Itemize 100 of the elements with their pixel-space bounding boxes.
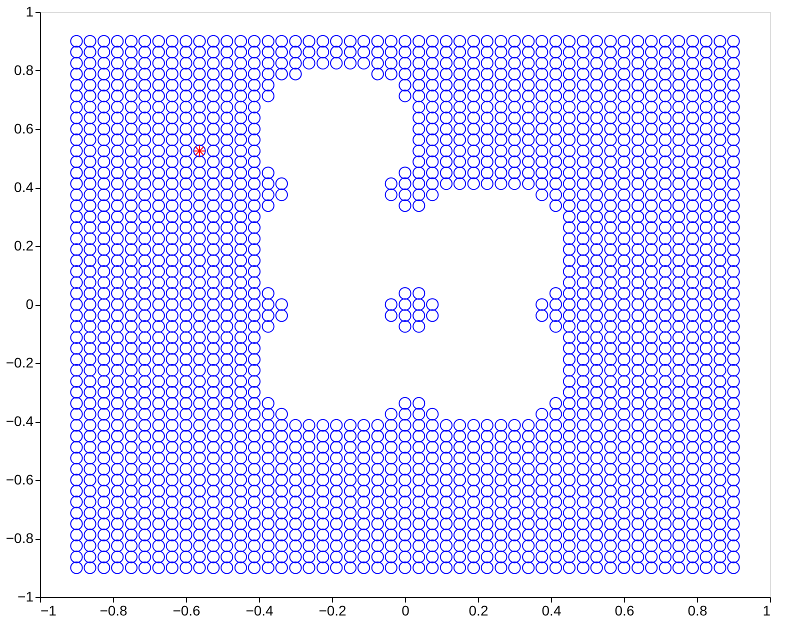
point [248, 462, 261, 476]
point [166, 265, 178, 278]
point [193, 397, 206, 410]
point [248, 440, 261, 454]
point [262, 528, 274, 542]
point [124, 506, 138, 520]
point [549, 188, 562, 202]
point [536, 56, 548, 70]
point [111, 78, 124, 92]
point [426, 34, 439, 48]
point [344, 419, 357, 432]
point [166, 550, 178, 564]
point [508, 78, 521, 92]
point [344, 430, 357, 442]
point [590, 320, 603, 333]
point [549, 440, 562, 454]
point [330, 430, 343, 442]
point [124, 177, 138, 190]
point [371, 506, 384, 520]
point [480, 100, 494, 114]
point [234, 265, 248, 278]
point [248, 364, 261, 377]
point [111, 144, 124, 158]
point [111, 166, 124, 180]
point [384, 506, 398, 520]
point [70, 177, 83, 190]
point [316, 46, 330, 58]
point [207, 46, 220, 58]
point [152, 561, 165, 574]
point [234, 550, 248, 564]
point [70, 452, 83, 464]
point [98, 386, 110, 399]
point [604, 430, 617, 442]
point [138, 440, 152, 454]
point [70, 353, 83, 366]
point [562, 166, 576, 180]
point [700, 298, 712, 311]
point [220, 46, 234, 58]
point [234, 364, 248, 377]
point [124, 34, 138, 48]
point [714, 528, 726, 542]
point [467, 155, 480, 168]
point [508, 474, 521, 486]
point [494, 452, 508, 464]
point [98, 265, 110, 278]
point [632, 166, 644, 180]
point [632, 134, 644, 146]
point [316, 452, 330, 464]
point [440, 56, 453, 70]
point [330, 56, 343, 70]
point [138, 144, 152, 158]
point [275, 34, 288, 48]
point [590, 397, 603, 410]
point [70, 276, 83, 289]
point [672, 452, 686, 464]
point [220, 550, 234, 564]
point [658, 506, 672, 520]
point [576, 386, 590, 399]
x-tick-label: −0.4 [246, 602, 274, 618]
point [645, 144, 658, 158]
point [672, 134, 686, 146]
point [562, 254, 576, 267]
point [234, 298, 248, 311]
point [193, 550, 206, 564]
point [440, 528, 453, 542]
point [727, 100, 740, 114]
point [152, 144, 165, 158]
point [316, 34, 330, 48]
point [207, 397, 220, 410]
point [562, 46, 576, 58]
point [234, 243, 248, 256]
point [494, 496, 508, 508]
point [618, 430, 630, 442]
point [193, 287, 206, 300]
point [686, 440, 699, 454]
point [412, 199, 426, 212]
point [98, 122, 110, 136]
point [562, 309, 576, 322]
point [672, 68, 686, 80]
point [124, 68, 138, 80]
point [645, 474, 658, 486]
point [645, 90, 658, 102]
point [398, 78, 412, 92]
point [494, 528, 508, 542]
point [440, 155, 453, 168]
point [152, 430, 165, 442]
point [494, 561, 508, 574]
point [549, 56, 562, 70]
point [384, 56, 398, 70]
point [549, 90, 562, 102]
point [98, 484, 110, 498]
point [111, 100, 124, 114]
point [672, 144, 686, 158]
point [289, 550, 302, 564]
point [440, 440, 453, 454]
point [152, 177, 165, 190]
point [262, 474, 274, 486]
point [658, 452, 672, 464]
point [138, 528, 152, 542]
point [714, 364, 726, 377]
